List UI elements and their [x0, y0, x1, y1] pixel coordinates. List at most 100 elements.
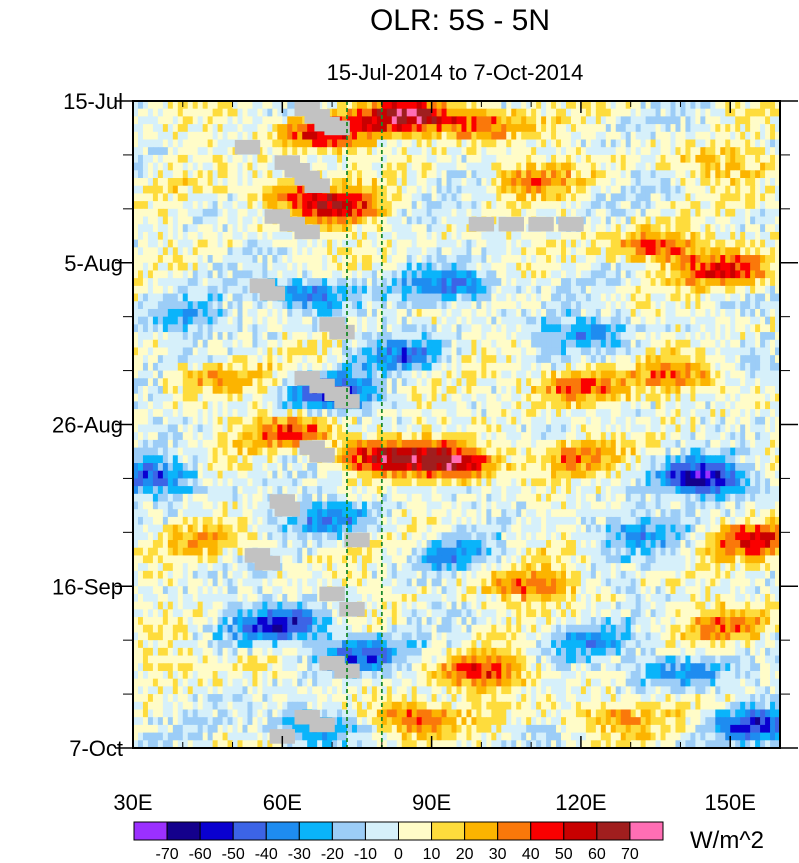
heatmap-cell	[660, 324, 667, 333]
heatmap-cell	[521, 316, 527, 325]
heatmap-cell	[471, 378, 478, 387]
heatmap-cell	[337, 239, 343, 248]
heatmap-cell	[466, 285, 473, 295]
heatmap-cell	[277, 178, 283, 187]
heatmap-cell	[760, 316, 766, 325]
heatmap-cell	[411, 147, 418, 156]
heatmap-cell	[182, 270, 189, 279]
heatmap-cell	[292, 308, 298, 318]
heatmap-cell	[625, 147, 632, 156]
heatmap-cell	[162, 301, 169, 310]
heatmap-cell	[745, 224, 751, 233]
heatmap-cell	[680, 231, 687, 241]
heatmap-cell	[436, 347, 443, 356]
heatmap-cell	[556, 201, 562, 210]
heatmap-cell	[297, 385, 303, 395]
heatmap-cell	[356, 147, 363, 156]
heatmap-cell	[197, 178, 204, 187]
heatmap-cell	[366, 301, 373, 310]
heatmap-cell	[177, 178, 184, 187]
heatmap-cell	[531, 332, 537, 341]
heatmap-cell	[476, 316, 482, 325]
heatmap-cell	[371, 116, 378, 125]
heatmap-cell	[366, 216, 373, 225]
heatmap-cell	[406, 239, 413, 248]
heatmap-cell	[630, 231, 637, 241]
heatmap-cell	[351, 316, 358, 325]
heatmap-cell	[267, 308, 273, 318]
heatmap-cell	[526, 278, 532, 287]
heatmap-cell	[700, 355, 706, 364]
heatmap-cell	[625, 247, 632, 256]
heatmap-cell	[471, 154, 478, 164]
heatmap-cell	[491, 131, 497, 141]
heatmap-cell	[570, 355, 577, 364]
heatmap-cell	[192, 270, 199, 279]
heatmap-cell	[366, 231, 373, 241]
heatmap-cell	[685, 316, 692, 325]
heatmap-cell	[451, 308, 458, 318]
heatmap-cell	[297, 154, 303, 164]
heatmap-cell	[182, 385, 189, 395]
heatmap-cell	[302, 332, 308, 341]
heatmap-cell	[197, 224, 204, 233]
heatmap-cell	[242, 201, 249, 210]
heatmap-cell	[262, 262, 268, 272]
heatmap-cell	[247, 193, 254, 202]
heatmap-cell	[391, 362, 398, 372]
heatmap-cell	[267, 170, 273, 179]
heatmap-cell	[327, 131, 333, 141]
heatmap-cell	[526, 308, 532, 318]
heatmap-cell	[212, 162, 219, 171]
heatmap-cell	[650, 131, 657, 141]
heatmap-cell	[252, 316, 259, 325]
heatmap-cell	[277, 116, 283, 125]
heatmap-cell	[142, 385, 149, 395]
heatmap-cell	[172, 116, 179, 125]
heatmap-cell	[720, 301, 726, 310]
heatmap-cell	[232, 270, 239, 279]
heatmap-cell	[546, 278, 552, 287]
heatmap-cell	[590, 262, 597, 272]
heatmap-cell	[580, 339, 587, 349]
heatmap-cell	[167, 201, 174, 210]
heatmap-cell	[531, 139, 537, 148]
heatmap-cell	[456, 339, 463, 349]
heatmap-cell	[640, 255, 647, 264]
heatmap-cell	[361, 255, 368, 264]
heatmap-cell	[187, 324, 194, 333]
heatmap-cell	[655, 224, 662, 233]
heatmap-cell	[615, 116, 622, 125]
heatmap-cell	[740, 370, 746, 379]
heatmap-cell	[770, 247, 776, 256]
heatmap-cell	[630, 193, 637, 202]
heatmap-cell	[481, 124, 487, 133]
heatmap-cell	[740, 139, 746, 148]
heatmap-cell	[615, 193, 622, 202]
heatmap-cell	[635, 285, 642, 295]
heatmap-cell	[441, 124, 448, 133]
heatmap-cell	[197, 201, 204, 210]
heatmap-cell	[302, 270, 308, 279]
heatmap-cell	[775, 185, 780, 195]
heatmap-cell	[137, 239, 144, 248]
heatmap-cell	[247, 316, 254, 325]
heatmap-cell	[585, 139, 592, 148]
heatmap-cell	[605, 324, 612, 333]
heatmap-cell	[730, 347, 736, 356]
heatmap-cell	[182, 147, 189, 156]
heatmap-cell	[436, 308, 443, 318]
heatmap-cell	[486, 332, 492, 341]
heatmap-cell	[735, 231, 741, 241]
heatmap-cell	[640, 139, 647, 148]
heatmap-cell	[600, 262, 607, 272]
heatmap-cell	[337, 216, 343, 225]
heatmap-cell	[580, 193, 587, 202]
heatmap-cell	[605, 101, 612, 110]
heatmap-cell	[570, 370, 577, 379]
heatmap-cell	[426, 370, 433, 379]
heatmap-cell	[207, 308, 214, 318]
heatmap-cell	[381, 278, 388, 287]
heatmap-cell	[645, 385, 652, 395]
heatmap-cell	[337, 108, 343, 117]
